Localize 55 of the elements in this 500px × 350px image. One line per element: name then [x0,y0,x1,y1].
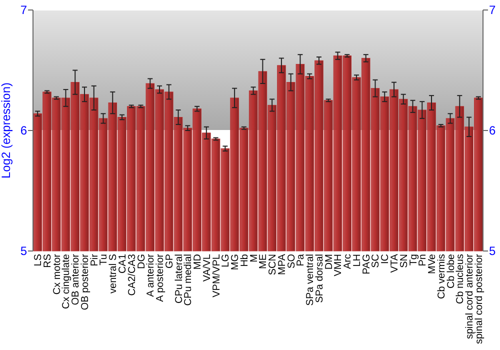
x-tick-label: MPA [276,254,288,275]
x-tick-label: VPM/VPL [211,254,222,298]
x-tick-label: A posterior [155,253,166,302]
y2-tick-label: 5 [489,244,496,258]
x-tick-label: Cx cingulate [61,254,72,310]
x-tick-label: OB anterior [70,253,82,306]
x-tick-label: MD [192,254,204,270]
x-tick-label: Pa [296,254,307,266]
x-tick-label: Cb lobe [446,254,457,288]
x-tick-label: spinal cord anterior [464,253,476,340]
x-tick-label: DM [324,254,335,270]
x-tick-label: MG [230,254,242,270]
x-tick-label: SPa dorsal [314,254,326,303]
y2-tick-label: 6 [489,124,496,138]
y-axis-title: Log2 (expression) [0,82,13,179]
x-tick-label: DG [136,254,148,269]
x-tick-label: ventral S [108,254,120,294]
x-tick-label: Pir [89,253,100,266]
x-tick-label: OB posterior [80,253,91,310]
x-tick-label: LH [352,254,363,267]
x-tick-label: SN [398,254,410,268]
y-tick-label: 6 [20,124,28,138]
x-tick-label: Tu [98,254,110,266]
x-tick-label: VMH [333,254,344,276]
x-tick-label: SCN [268,254,279,276]
x-tick-label: Tg [408,254,420,266]
y-tick-label: 5 [20,244,28,258]
x-tick-label: LS [33,254,44,266]
x-tick-label: SO [286,254,298,268]
x-tick-label: CPu lateral [174,254,185,304]
y2-tick-label: 7 [489,3,496,18]
x-tick-label: Cb nucleus [455,254,466,304]
x-tick-label: CPu medial [183,254,194,306]
x-tick-label: Hb [239,254,250,267]
x-tick-label: ME [258,254,270,269]
x-tick-label: A anterior [146,253,157,297]
x-tick-label: CA2/CA3 [126,254,138,296]
x-tick-label: Cb vermis [436,254,448,300]
y-tick-label: 7 [20,3,28,18]
x-tick-label: VTA [389,254,400,273]
x-tick-label: VA/VL [202,254,213,282]
x-tick-label: PAG [361,254,372,274]
x-tick-label: MVe [427,254,438,274]
x-tick-label: Arc [342,254,354,269]
x-tick-label: SC [370,254,382,268]
x-tick-label: LG [220,254,232,268]
x-tick-label: spinal cord posterior [474,253,485,344]
x-tick-label: GP [164,254,176,268]
x-tick-label: CA1 [118,254,129,274]
x-tick-label: Cx motor [52,253,63,295]
x-tick-label: Pn [418,254,429,266]
x-tick-label: SPa ventral [305,254,316,306]
x-tick-label: IC [380,254,392,264]
x-tick-label: M [248,254,260,262]
x-tick-label: RS [42,254,54,268]
